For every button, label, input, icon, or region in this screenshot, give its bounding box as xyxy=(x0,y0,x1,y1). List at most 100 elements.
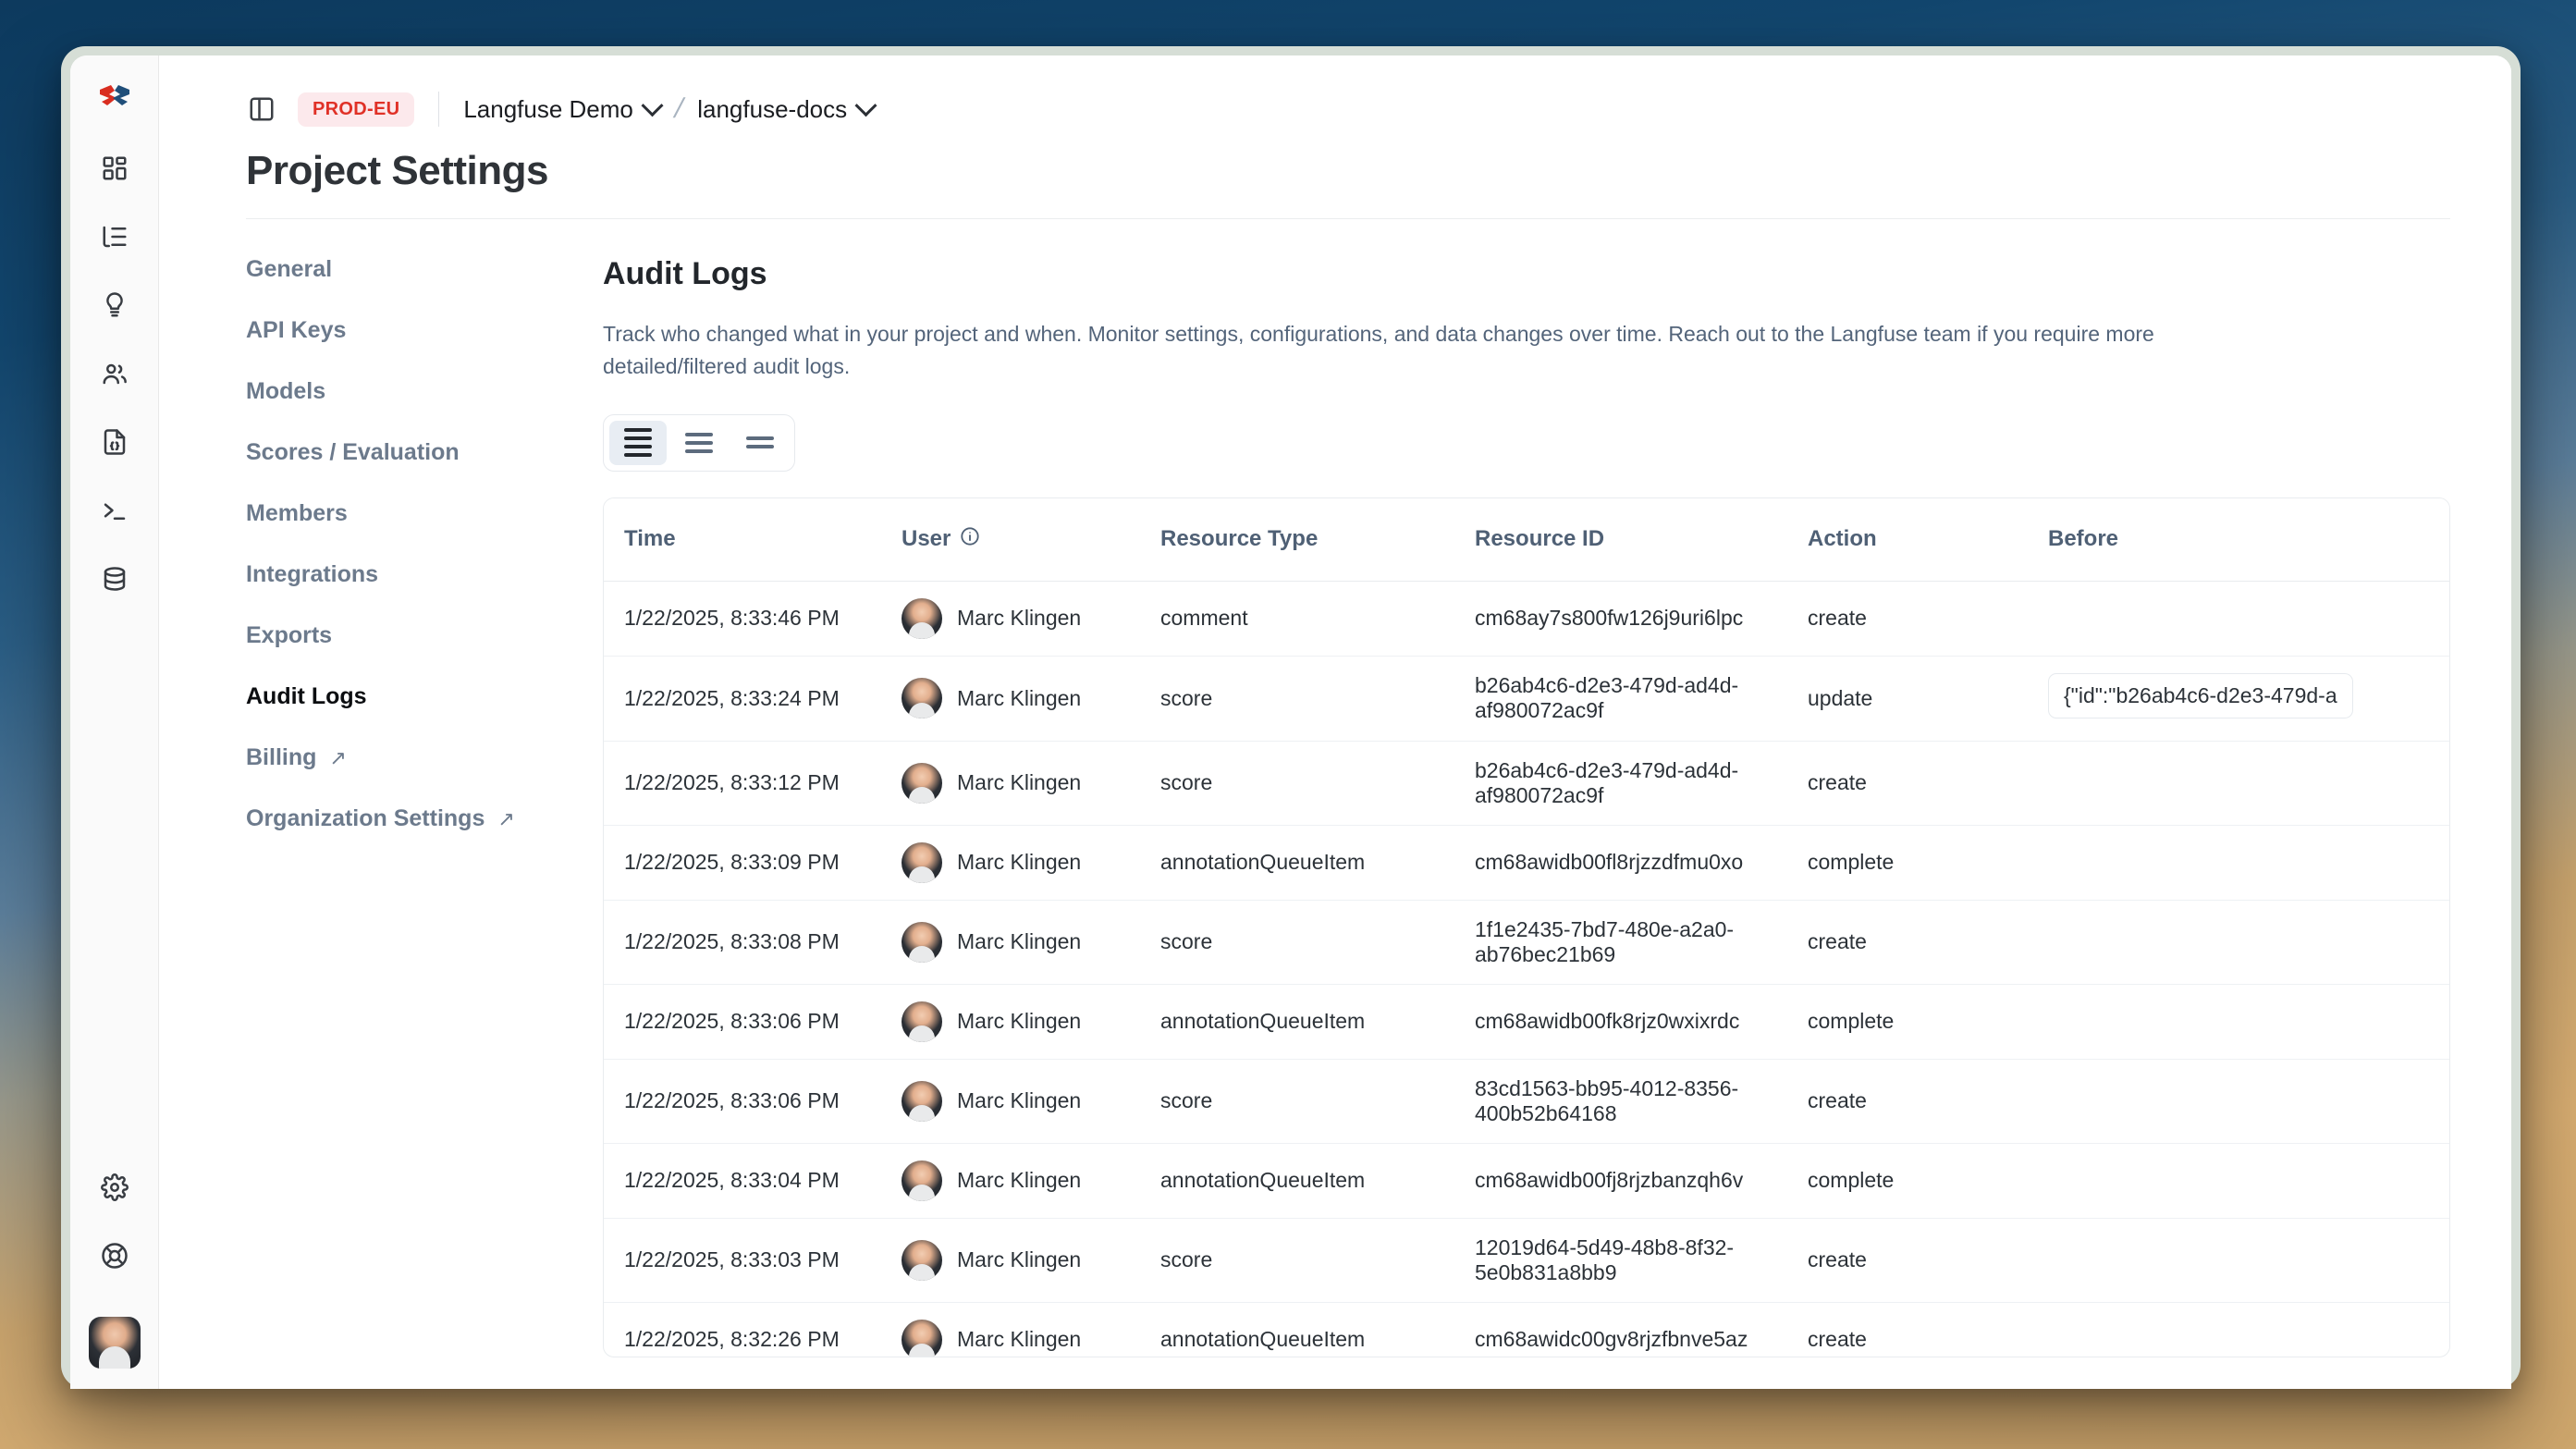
cell-time: 1/22/2025, 8:33:03 PM xyxy=(604,1218,881,1303)
terminal-icon[interactable] xyxy=(91,486,139,534)
settings-nav-item-scores-evaluation[interactable]: Scores / Evaluation xyxy=(246,439,603,466)
audit-logs-description: Track who changed what in your project a… xyxy=(603,322,2154,378)
row-height-compact-button[interactable] xyxy=(609,420,667,465)
user-name: Marc Klingen xyxy=(957,770,1082,795)
table-header: Time User xyxy=(604,497,2449,582)
table-row[interactable]: 1/22/2025, 8:33:24 PM Marc Klingen score b2… xyxy=(604,656,2449,742)
sidebar-toggle-icon[interactable] xyxy=(246,93,277,125)
column-header-resource-type[interactable]: Resource Type xyxy=(1140,497,1454,582)
info-icon[interactable] xyxy=(960,526,980,553)
row-line-glyph xyxy=(685,448,713,453)
row-line-glyph xyxy=(685,440,713,445)
column-header-time[interactable]: Time xyxy=(604,497,881,582)
user-avatar[interactable] xyxy=(88,1317,141,1369)
cell-resource-id: b26ab4c6-d2e3-479d-ad4d-af980072ac9f xyxy=(1454,741,1787,826)
settings-nav-item-api-keys[interactable]: API Keys xyxy=(246,317,603,344)
column-header-before[interactable]: Before xyxy=(2028,497,2449,582)
column-label-before: Before xyxy=(2048,526,2119,552)
cell-action: create xyxy=(1787,1059,2028,1144)
table-row[interactable]: 1/22/2025, 8:33:06 PM Marc Klingen annotat… xyxy=(604,984,2449,1060)
cell-resource-type: score xyxy=(1140,900,1454,985)
settings-nav-item-organization-settings[interactable]: Organization Settings ↗ xyxy=(246,805,603,832)
json-preview-chip[interactable]: {"id":"b26ab4c6-d2e3-479d-a xyxy=(2048,672,2353,718)
breadcrumb-project[interactable]: langfuse-docs xyxy=(697,93,877,124)
cell-resource-id: cm68awidb00fl8rjzzdfmu0xo xyxy=(1454,825,1787,901)
avatar xyxy=(902,762,942,804)
user-name: Marc Klingen xyxy=(957,606,1082,631)
life-buoy-icon[interactable] xyxy=(91,1232,139,1280)
cell-time: 1/22/2025, 8:33:06 PM xyxy=(604,1059,881,1144)
cell-resource-id: cm68awidc00gv8rjzfbnve5az xyxy=(1454,1302,1787,1357)
row-line-glyph xyxy=(746,436,774,441)
table-row[interactable]: 1/22/2025, 8:33:12 PM Marc Klingen score b2… xyxy=(604,741,2449,826)
column-label-action: Action xyxy=(1808,526,1877,552)
breadcrumb-organization[interactable]: Langfuse Demo xyxy=(463,93,664,124)
cell-time: 1/22/2025, 8:33:06 PM xyxy=(604,984,881,1060)
table-row[interactable]: 1/22/2025, 8:33:09 PM Marc Klingen annotat… xyxy=(604,825,2449,901)
cell-time: 1/22/2025, 8:33:46 PM xyxy=(604,581,881,657)
environment-badge[interactable]: PROD-EU xyxy=(298,92,415,127)
cell-action: create xyxy=(1787,581,2028,657)
cell-user: Marc Klingen xyxy=(881,1218,1140,1303)
audit-logs-panel: Audit Logs Track who changed what in you… xyxy=(603,256,2511,1389)
database-icon[interactable] xyxy=(91,555,139,603)
table-row[interactable]: 1/22/2025, 8:32:26 PM Marc Klingen annotat… xyxy=(604,1302,2449,1357)
breadcrumb-divider xyxy=(438,92,440,127)
cell-before xyxy=(2028,1143,2449,1219)
cell-resource-type: score xyxy=(1140,1218,1454,1303)
cell-before: {"id":"b26ab4c6-d2e3-479d-a xyxy=(2028,656,2449,742)
column-header-action[interactable]: Action xyxy=(1787,497,2028,582)
dashboard-icon[interactable] xyxy=(91,144,139,192)
cell-resource-type: score xyxy=(1140,1059,1454,1144)
gear-icon[interactable] xyxy=(91,1163,139,1211)
table-row[interactable]: 1/22/2025, 8:33:06 PM Marc Klingen score 83… xyxy=(604,1059,2449,1144)
settings-nav-item-members[interactable]: Members xyxy=(246,500,603,527)
cell-before xyxy=(2028,1059,2449,1144)
table-row[interactable]: 1/22/2025, 8:33:04 PM Marc Klingen annotat… xyxy=(604,1143,2449,1219)
column-header-resource-id[interactable]: Resource ID xyxy=(1454,497,1787,582)
settings-nav-item-audit-logs[interactable]: Audit Logs xyxy=(246,683,603,710)
cell-before xyxy=(2028,741,2449,826)
avatar xyxy=(902,597,942,639)
cell-user: Marc Klingen xyxy=(881,825,1140,901)
row-line-glyph xyxy=(624,436,652,441)
avatar xyxy=(902,1160,942,1201)
cell-resource-type: score xyxy=(1140,656,1454,742)
chevron-down-icon xyxy=(854,93,877,117)
settings-nav-item-exports[interactable]: Exports xyxy=(246,622,603,649)
column-header-user[interactable]: User xyxy=(881,497,1140,582)
row-height-expanded-button[interactable] xyxy=(731,421,789,465)
cell-user: Marc Klingen xyxy=(881,984,1140,1060)
cell-before xyxy=(2028,900,2449,985)
row-height-normal-button[interactable] xyxy=(670,421,728,465)
audit-logs-heading: Audit Logs xyxy=(603,256,767,291)
table-row[interactable]: 1/22/2025, 8:33:03 PM Marc Klingen score 12… xyxy=(604,1218,2449,1303)
page-title: Project Settings xyxy=(246,148,548,193)
avatar xyxy=(902,841,942,883)
user-name: Marc Klingen xyxy=(957,850,1082,875)
users-icon[interactable] xyxy=(91,350,139,398)
cell-resource-type: annotationQueueItem xyxy=(1140,1302,1454,1357)
settings-nav-item-general[interactable]: General xyxy=(246,256,603,283)
cell-resource-id: cm68awidb00fj8rjzbanzqh6v xyxy=(1454,1143,1787,1219)
file-json-icon[interactable] xyxy=(91,418,139,466)
external-link-icon: ↗ xyxy=(497,806,515,830)
cell-time: 1/22/2025, 8:33:08 PM xyxy=(604,900,881,985)
table-row[interactable]: 1/22/2025, 8:33:08 PM Marc Klingen score 1f… xyxy=(604,900,2449,985)
lightbulb-icon[interactable] xyxy=(91,281,139,329)
browser-window-frame: PROD-EU Langfuse Demo / langfuse-docs Pr… xyxy=(61,46,2521,1389)
settings-nav-item-billing[interactable]: Billing ↗ xyxy=(246,744,603,771)
cell-time: 1/22/2025, 8:33:12 PM xyxy=(604,741,881,826)
settings-nav-item-integrations[interactable]: Integrations xyxy=(246,561,603,588)
cell-time: 1/22/2025, 8:33:04 PM xyxy=(604,1143,881,1219)
table-row[interactable]: 1/22/2025, 8:33:46 PM Marc Klingen comment… xyxy=(604,581,2449,657)
langfuse-logo-icon[interactable] xyxy=(94,76,135,117)
column-label-time: Time xyxy=(624,526,676,552)
settings-nav-label: Audit Logs xyxy=(246,683,367,709)
title-divider xyxy=(246,218,2450,219)
settings-nav-item-models[interactable]: Models xyxy=(246,378,603,405)
tracing-tree-icon[interactable] xyxy=(91,213,139,261)
user-name: Marc Klingen xyxy=(957,1327,1082,1352)
avatar xyxy=(902,1239,942,1281)
settings-nav-label: Organization Settings xyxy=(246,805,485,831)
